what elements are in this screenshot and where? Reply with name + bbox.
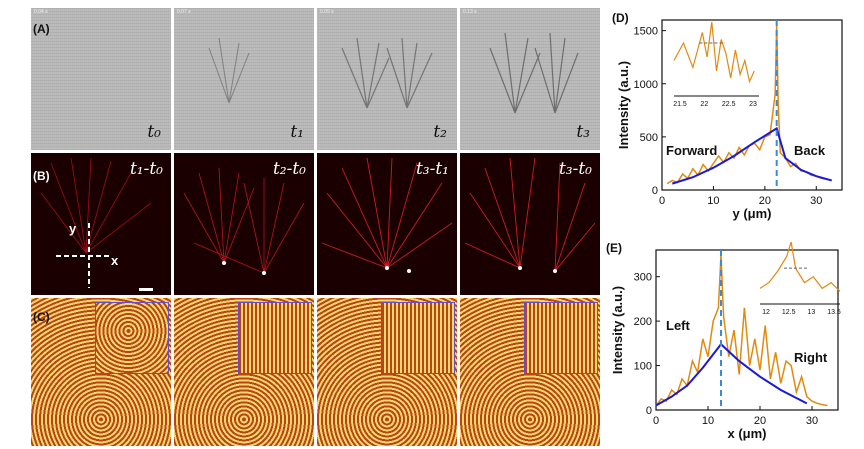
- zoom-inset: [238, 302, 312, 374]
- panel-c-3: [317, 298, 457, 446]
- panel-label: (E): [606, 241, 622, 255]
- fringe-diff: yx: [40, 157, 153, 291]
- inset-tick-label: 13.5: [827, 309, 841, 316]
- inset-series: [673, 21, 755, 84]
- timestamp: 0.09 s: [320, 9, 334, 15]
- data-series: [655, 254, 828, 407]
- wake-pattern: [208, 37, 250, 104]
- panel-label-b: (B): [33, 169, 50, 183]
- inset-tick-label: 22: [700, 101, 708, 108]
- x-tick-label: 0: [659, 195, 665, 207]
- panel-a-3: 0.09 s t₂: [317, 8, 457, 150]
- time-label: t₀: [147, 122, 161, 142]
- panel-b-4: t₃-t₀: [460, 153, 600, 295]
- inset-tick-label: 21.5: [673, 101, 687, 108]
- panel-a-1: 0.04 s (A) t₀: [31, 8, 171, 150]
- x-tick-label: 20: [754, 415, 766, 427]
- fringe-diff: [321, 157, 453, 273]
- annotation-right: Back: [794, 143, 826, 158]
- annotation-left: Forward: [666, 143, 717, 158]
- fit-curve: [655, 342, 808, 407]
- panel-b-2: t₂-t₀: [174, 153, 314, 295]
- x-tick-label: 0: [653, 415, 659, 427]
- y-axis-label: Intensity (a.u.): [610, 286, 625, 374]
- y-tick-label: 0: [646, 405, 652, 417]
- timestamp: 0.04 s: [34, 9, 48, 15]
- fringe-diff: [183, 167, 305, 275]
- axis-x-label: x: [111, 253, 119, 268]
- panel-label-c: (C): [33, 310, 50, 324]
- y-tick-label: 500: [640, 132, 658, 144]
- time-label: t₁: [290, 122, 304, 142]
- timestamp: 0.13 s: [463, 9, 477, 15]
- inset-tick-label: 12: [762, 309, 770, 316]
- axis-y-label: y: [69, 221, 77, 236]
- panel-c-1: (C): [31, 298, 171, 446]
- chart-d: (D) 0 10 20 30 0 500 1000 1500 y (μm) Intensity (a…: [612, 11, 843, 221]
- panel-c-2: [174, 298, 314, 446]
- panel-a-4: 0.13 s t₃: [460, 8, 600, 150]
- inset-tick-label: 13: [807, 309, 815, 316]
- panel-c-4: [460, 298, 600, 446]
- y-tick-label: 200: [634, 316, 652, 328]
- inset-series: [759, 241, 841, 292]
- timestamp: 0.07 s: [177, 9, 191, 15]
- zoom-inset: [95, 302, 169, 374]
- diff-label: t₂-t₀: [272, 159, 306, 179]
- x-tick-label: 10: [707, 195, 719, 207]
- x-axis-label: y (μm): [732, 206, 771, 221]
- wake-pattern: [341, 37, 433, 109]
- axes-frame: [661, 19, 843, 191]
- x-axis-label: x (μm): [727, 426, 766, 441]
- panel-label: (D): [612, 11, 629, 25]
- y-tick-label: 1000: [634, 79, 658, 91]
- diff-label: t₃-t₀: [558, 159, 592, 179]
- y-tick-label: 100: [634, 361, 652, 373]
- diff-label: t₁-t₀: [129, 159, 163, 179]
- panel-a-2: 0.07 s t₁: [174, 8, 314, 150]
- wake-pattern: [489, 32, 579, 114]
- time-label: t₃: [576, 122, 590, 142]
- inset-tick-label: 23: [749, 101, 757, 108]
- annotation-right: Right: [794, 350, 828, 365]
- x-tick-label: 10: [702, 415, 714, 427]
- zoom-inset: [524, 302, 598, 374]
- fringe-diff: [464, 157, 596, 273]
- x-tick-label: 30: [806, 415, 818, 427]
- fit-curve: [671, 126, 832, 185]
- x-tick-label: 30: [810, 195, 822, 207]
- y-axis-label: Intensity (a.u.): [616, 61, 631, 149]
- y-tick-label: 300: [634, 272, 652, 284]
- axes-frame: [655, 249, 839, 411]
- panel-label-a: (A): [33, 22, 50, 36]
- time-label: t₂: [433, 122, 447, 142]
- diff-label: t₃-t₁: [415, 159, 449, 179]
- inset-tick-label: 22.5: [722, 101, 736, 108]
- annotation-left: Left: [666, 318, 691, 333]
- image-grid: 0.04 s (A) t₀ 0.07 s t₁ 0.09 s t₂ 0.13 s…: [31, 8, 600, 446]
- inset-tick-label: 12.5: [782, 309, 796, 316]
- x-tick-label: 20: [759, 195, 771, 207]
- y-tick-label: 0: [652, 185, 658, 197]
- y-tick-label: 1500: [634, 26, 658, 38]
- zoom-inset: [381, 302, 455, 374]
- panel-b-3: t₃-t₁: [317, 153, 457, 295]
